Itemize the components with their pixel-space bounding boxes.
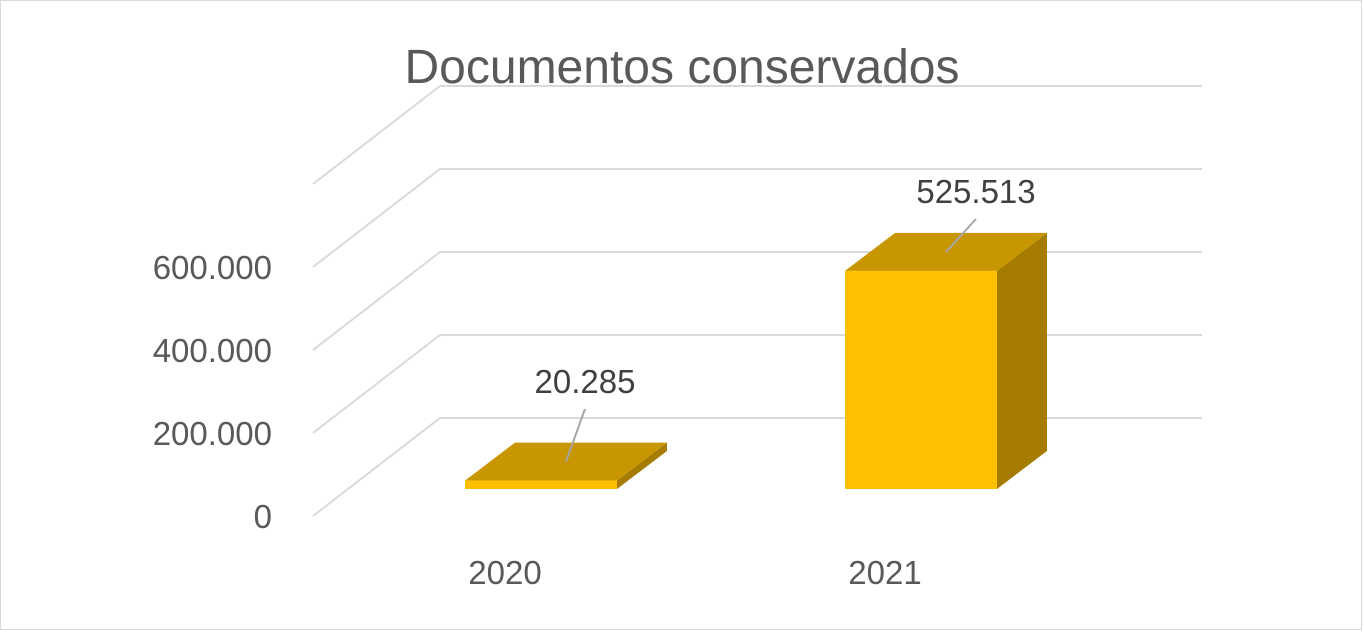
gridline (312, 85, 1202, 185)
y-axis-ticks: 0 200.000 400.000 600.000 (153, 249, 272, 535)
y-tick-label: 0 (254, 498, 272, 535)
x-axis-categories: 2020 2021 (468, 554, 921, 591)
gridlines (312, 85, 1202, 517)
y-tick-label: 600.000 (153, 249, 272, 286)
y-tick-label: 400.000 (153, 332, 272, 369)
data-label: 525.513 (916, 173, 1035, 210)
bar-front (465, 480, 617, 489)
data-labels: 20.285 525.513 (535, 173, 1036, 462)
bar-2020 (465, 442, 667, 489)
gridline (312, 168, 1202, 268)
y-tick-label: 200.000 (153, 415, 272, 452)
leader-line (945, 218, 977, 253)
x-category-label: 2020 (468, 554, 541, 591)
bar-side (617, 442, 667, 489)
x-category-label: 2021 (848, 554, 921, 591)
bar-2021 (845, 232, 1047, 489)
gridline (312, 417, 1202, 517)
bar-front (845, 270, 997, 489)
bars (465, 232, 1047, 489)
bar-side (997, 232, 1047, 489)
data-label: 20.285 (535, 363, 636, 400)
leader-line (565, 408, 586, 462)
